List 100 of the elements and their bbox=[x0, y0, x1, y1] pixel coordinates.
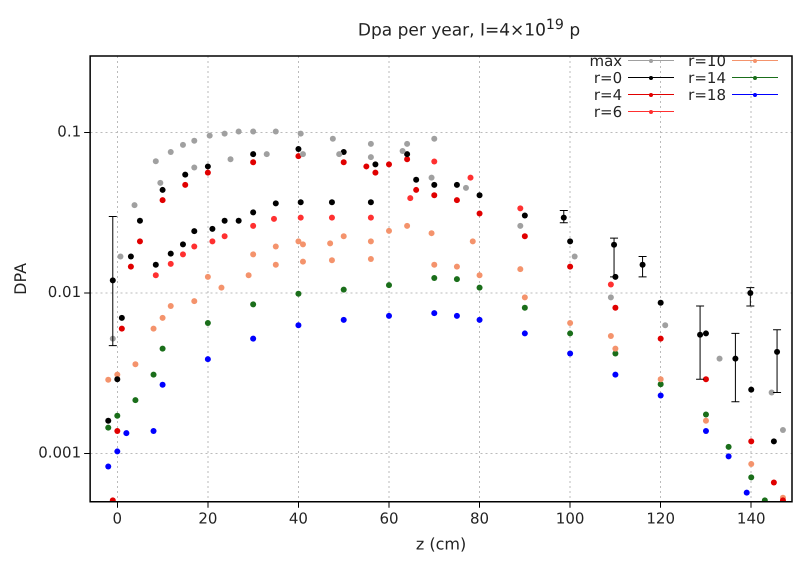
point bbox=[246, 272, 252, 278]
point bbox=[264, 151, 270, 158]
point bbox=[658, 300, 664, 306]
point bbox=[123, 430, 130, 436]
legend-label: r=4 bbox=[594, 86, 622, 104]
point bbox=[295, 146, 302, 152]
point bbox=[522, 330, 528, 336]
point bbox=[431, 262, 438, 268]
point bbox=[476, 272, 483, 278]
x-tick-label: 140 bbox=[736, 510, 766, 528]
x-tick-label: 60 bbox=[379, 510, 399, 528]
x-tick-label: 80 bbox=[470, 510, 490, 528]
point bbox=[454, 182, 460, 188]
point bbox=[191, 164, 198, 170]
point bbox=[517, 205, 524, 212]
point bbox=[105, 463, 112, 470]
y-tick-label: 0.1 bbox=[57, 122, 82, 140]
point bbox=[118, 314, 125, 321]
point bbox=[454, 264, 460, 270]
point bbox=[168, 149, 174, 156]
point bbox=[270, 216, 277, 222]
y-tick-label: 0.001 bbox=[38, 443, 82, 462]
point bbox=[150, 372, 157, 378]
point bbox=[136, 238, 143, 244]
point bbox=[300, 258, 306, 265]
legend-label: r=18 bbox=[688, 86, 726, 104]
point bbox=[386, 282, 392, 288]
point bbox=[431, 182, 438, 188]
point bbox=[431, 275, 438, 282]
point bbox=[168, 303, 174, 310]
point bbox=[608, 282, 614, 288]
point bbox=[328, 257, 335, 264]
point bbox=[132, 202, 138, 208]
legend-label: r=10 bbox=[688, 52, 726, 70]
point bbox=[468, 174, 474, 181]
point bbox=[702, 411, 709, 418]
point bbox=[136, 218, 143, 224]
point bbox=[612, 304, 618, 311]
point bbox=[295, 290, 302, 297]
point bbox=[567, 238, 574, 244]
point bbox=[770, 438, 777, 444]
point bbox=[222, 218, 228, 224]
point bbox=[117, 253, 124, 260]
point bbox=[404, 151, 410, 158]
point bbox=[658, 392, 664, 398]
point bbox=[250, 251, 256, 258]
point bbox=[404, 140, 410, 147]
point bbox=[476, 210, 483, 217]
point bbox=[340, 233, 347, 240]
point bbox=[298, 199, 304, 206]
point bbox=[658, 376, 664, 382]
point bbox=[340, 159, 347, 166]
point bbox=[768, 389, 775, 396]
point bbox=[454, 276, 460, 282]
point bbox=[191, 298, 198, 304]
x-tick-label: 20 bbox=[198, 510, 218, 528]
point bbox=[250, 151, 256, 158]
point bbox=[160, 382, 166, 388]
point bbox=[368, 199, 374, 206]
point bbox=[160, 197, 166, 204]
point bbox=[191, 228, 198, 234]
x-axis-title: z (cm) bbox=[416, 534, 466, 554]
point bbox=[340, 148, 347, 155]
point bbox=[250, 159, 256, 166]
point bbox=[567, 264, 574, 270]
point bbox=[340, 286, 347, 293]
point bbox=[250, 301, 256, 308]
point bbox=[431, 158, 438, 165]
point bbox=[180, 142, 186, 148]
point bbox=[462, 184, 469, 191]
point bbox=[222, 233, 228, 240]
point bbox=[160, 314, 166, 321]
point bbox=[160, 346, 166, 352]
point bbox=[250, 336, 256, 342]
point bbox=[454, 312, 460, 319]
point bbox=[567, 330, 574, 336]
point bbox=[770, 479, 777, 486]
point bbox=[157, 180, 164, 186]
point bbox=[454, 197, 460, 204]
legend-label: r=6 bbox=[594, 102, 622, 120]
point bbox=[298, 130, 304, 137]
point bbox=[368, 154, 374, 160]
point bbox=[413, 176, 420, 183]
point bbox=[250, 209, 256, 216]
point bbox=[105, 376, 112, 383]
point bbox=[191, 138, 198, 144]
point bbox=[404, 156, 410, 162]
point bbox=[204, 274, 211, 280]
point bbox=[522, 233, 528, 240]
point bbox=[476, 192, 483, 198]
point bbox=[272, 262, 279, 268]
x-tick-label: 0 bbox=[112, 510, 122, 528]
point bbox=[168, 250, 174, 257]
point bbox=[368, 140, 374, 147]
point bbox=[368, 214, 374, 221]
x-tick-label: 40 bbox=[288, 510, 308, 528]
point bbox=[272, 243, 279, 250]
point bbox=[328, 214, 335, 221]
point bbox=[191, 243, 198, 250]
point bbox=[748, 474, 754, 480]
